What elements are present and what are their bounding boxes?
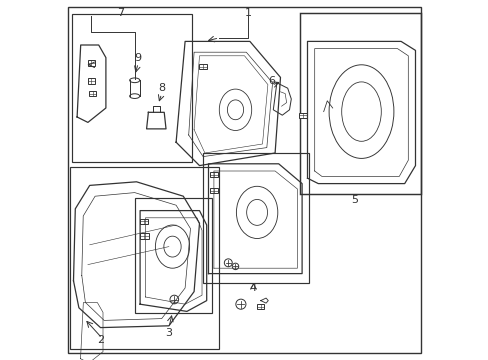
- Bar: [89, 91, 96, 96]
- Bar: [257, 304, 264, 309]
- Bar: [140, 233, 149, 239]
- Text: 8: 8: [158, 83, 165, 93]
- Bar: [70, 167, 219, 349]
- Circle shape: [224, 259, 232, 267]
- Bar: [72, 14, 192, 162]
- Bar: [134, 198, 212, 313]
- Text: 7: 7: [117, 8, 123, 18]
- Ellipse shape: [129, 94, 140, 98]
- Text: 3: 3: [165, 328, 172, 338]
- Bar: [87, 60, 95, 66]
- Circle shape: [232, 263, 238, 270]
- Bar: [203, 153, 309, 283]
- Bar: [209, 188, 218, 193]
- Circle shape: [235, 299, 245, 309]
- Text: 6: 6: [267, 76, 274, 86]
- Bar: [300, 13, 420, 194]
- Bar: [298, 113, 306, 118]
- Bar: [209, 172, 218, 177]
- Text: 2: 2: [97, 335, 104, 345]
- Text: 5: 5: [350, 195, 357, 205]
- Text: 9: 9: [135, 53, 142, 63]
- Ellipse shape: [129, 78, 140, 82]
- Bar: [199, 64, 207, 69]
- Circle shape: [170, 295, 178, 304]
- Text: 4: 4: [249, 283, 257, 293]
- Text: 1: 1: [244, 8, 251, 18]
- Bar: [140, 219, 147, 224]
- Bar: [87, 78, 95, 84]
